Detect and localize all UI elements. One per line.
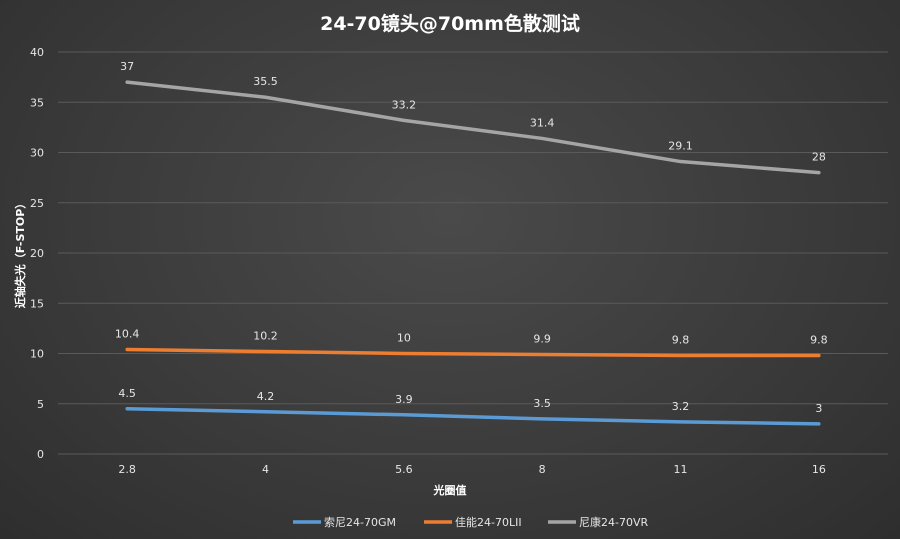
data-point bbox=[125, 80, 129, 84]
legend-label: 尼康24-70VR bbox=[579, 515, 648, 529]
x-tick-label: 8 bbox=[539, 463, 546, 476]
data-label: 10.4 bbox=[115, 327, 140, 340]
x-tick-label: 11 bbox=[674, 463, 688, 476]
data-label: 35.5 bbox=[253, 75, 278, 88]
x-axis-label: 光圈值 bbox=[433, 483, 467, 497]
y-tick-label: 5 bbox=[37, 398, 44, 411]
data-label: 3 bbox=[815, 402, 822, 415]
x-tick-label: 4 bbox=[262, 463, 269, 476]
data-point bbox=[679, 354, 682, 358]
x-axis-ticks: 2.8 4 5.6 8 11 16 bbox=[118, 463, 825, 476]
data-point bbox=[402, 352, 406, 355]
data-point bbox=[540, 353, 544, 357]
data-point bbox=[402, 118, 406, 122]
data-point bbox=[125, 347, 129, 351]
y-tick-label: 20 bbox=[30, 247, 44, 260]
series-lines bbox=[125, 80, 821, 426]
data-point bbox=[817, 422, 821, 426]
x-tick-label: 5.6 bbox=[395, 463, 413, 476]
data-label: 29.1 bbox=[668, 140, 693, 153]
data-label: 3.9 bbox=[395, 393, 413, 406]
y-tick-label: 30 bbox=[30, 147, 44, 160]
data-point bbox=[679, 420, 682, 424]
data-point bbox=[540, 136, 544, 140]
data-point bbox=[264, 95, 267, 99]
data-label: 33.2 bbox=[392, 98, 417, 111]
data-point bbox=[402, 413, 406, 417]
data-point bbox=[817, 171, 821, 175]
y-tick-label: 35 bbox=[30, 96, 44, 109]
data-labels: 4.5 4.2 3.9 3.5 3.2 3 10.4 10.2 10 9.9 9.8 9.8 37 35.… bbox=[115, 60, 828, 415]
y-tick-label: 10 bbox=[30, 348, 44, 361]
data-label: 3.2 bbox=[672, 400, 690, 413]
data-point bbox=[679, 160, 682, 164]
series-line bbox=[125, 407, 821, 426]
data-label: 4.2 bbox=[257, 390, 275, 403]
y-tick-label: 15 bbox=[30, 297, 44, 310]
data-label: 9.8 bbox=[810, 334, 828, 347]
data-label: 37 bbox=[120, 60, 134, 73]
data-label: 4.5 bbox=[118, 387, 136, 400]
data-point bbox=[817, 354, 821, 358]
data-label: 10.2 bbox=[253, 329, 278, 342]
data-label: 3.5 bbox=[533, 397, 551, 410]
x-tick-label: 16 bbox=[812, 463, 826, 476]
legend: 索尼24-70GM 佳能24-70LII 尼康24-70VR bbox=[293, 515, 648, 529]
y-axis-ticks: 0 5 10 15 20 25 30 35 40 bbox=[30, 46, 44, 461]
y-tick-label: 25 bbox=[30, 197, 44, 210]
data-label: 9.8 bbox=[672, 334, 690, 347]
data-label: 31.4 bbox=[530, 116, 555, 129]
legend-label: 佳能24-70LII bbox=[455, 515, 522, 529]
gridlines bbox=[58, 51, 888, 455]
y-tick-label: 40 bbox=[30, 46, 44, 59]
data-label: 28 bbox=[812, 151, 826, 164]
data-point bbox=[264, 349, 267, 353]
data-point bbox=[540, 417, 544, 421]
data-label: 9.9 bbox=[533, 333, 551, 346]
x-tick-label: 2.8 bbox=[118, 463, 136, 476]
data-point bbox=[264, 410, 267, 414]
series-line bbox=[125, 80, 821, 175]
chart-title: 24-70镜头@70mm色散测试 bbox=[320, 12, 580, 35]
data-label: 10 bbox=[397, 332, 411, 345]
y-axis-label: 近轴失光（F-STOP） bbox=[13, 198, 27, 309]
legend-label: 索尼24-70GM bbox=[324, 515, 396, 529]
data-point bbox=[125, 407, 129, 411]
y-tick-label: 0 bbox=[37, 448, 44, 461]
series-line bbox=[125, 347, 821, 358]
